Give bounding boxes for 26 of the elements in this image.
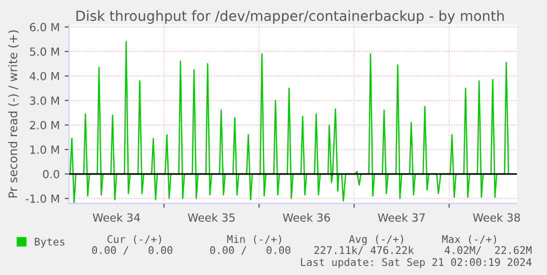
x-tick-label: Week 37 (378, 213, 425, 222)
x-tick-label: Week 34 (92, 213, 140, 222)
y-tick-label: 4.0 M (30, 72, 59, 80)
y-tick-label: 3.0 M (30, 96, 59, 105)
text: Avg (-/+) (348, 234, 404, 246)
text: Last update: Sat Sep 21 02:00:19 2024 (301, 258, 532, 268)
x-tick-label: Week 38 (472, 213, 520, 222)
text: 0.00 / 0.00 (92, 246, 172, 255)
legend-label: Bytes (34, 238, 64, 248)
x-tick-label: Week 35 (188, 213, 235, 222)
text: Cur (-/+) (107, 235, 162, 244)
text: 4.02M/ 22.62M (444, 246, 532, 255)
y-axis-title: Pr second read (-) / write (+) (8, 30, 19, 198)
text: Max (-/+) (442, 235, 496, 244)
text: Min (-/+) (227, 234, 282, 244)
y-tick-label: 1.0 M (30, 145, 59, 154)
chart-title: Disk throughput for /dev/mapper/containerbackup - by month (76, 10, 504, 24)
y-tick-label: 5.0 M (30, 47, 59, 56)
y-tick-label: -1.0 M (26, 194, 59, 203)
text: 0.00 / 0.00 (210, 246, 290, 255)
y-tick-label: 6.0 M (30, 22, 59, 32)
y-tick-label: 0.0 (43, 170, 60, 178)
y-tick-label: 2.0 M (30, 120, 59, 130)
x-tick-label: Week 36 (282, 213, 330, 222)
text: 227.11k/ 476.22k (314, 246, 414, 255)
line-series (70, 41, 510, 204)
